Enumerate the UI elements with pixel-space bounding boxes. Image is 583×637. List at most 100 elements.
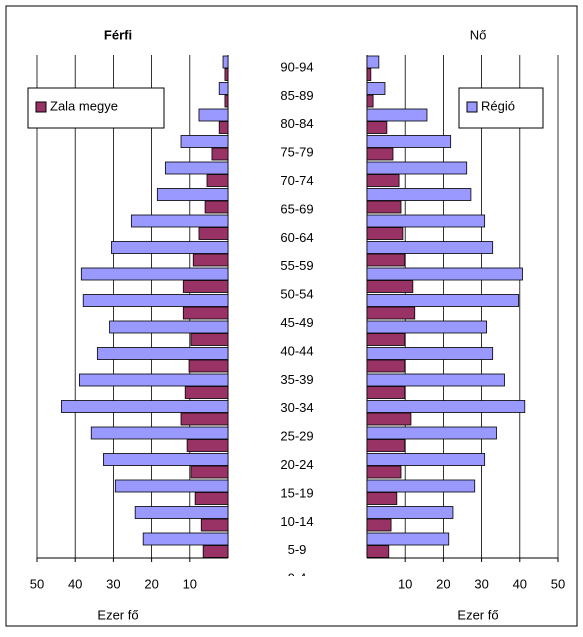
bar (186, 439, 229, 452)
bar (366, 214, 486, 228)
x-tick-label: 50 (30, 576, 44, 591)
bar (366, 68, 372, 81)
bar (204, 200, 229, 214)
bar (366, 108, 428, 122)
bar (194, 492, 229, 505)
category-label: 15-19 (280, 485, 313, 500)
bar (366, 227, 404, 240)
x-tick-label: 40 (513, 576, 527, 591)
bar (366, 386, 406, 399)
category-label: 5-9 (288, 542, 307, 557)
bar (366, 306, 416, 320)
bar (366, 294, 520, 307)
category-label: 20-24 (280, 457, 313, 472)
bar (366, 241, 494, 254)
bar (182, 306, 229, 320)
bar (111, 241, 229, 254)
bar (198, 227, 229, 240)
category-label: 0-4 (288, 571, 307, 586)
legend-label: Régió (481, 98, 515, 113)
category-label: 30-34 (280, 400, 313, 415)
bar (366, 253, 406, 267)
bar (366, 267, 523, 281)
category-label: 50-54 (280, 287, 313, 302)
legend-box (27, 87, 165, 129)
bar (366, 200, 402, 214)
category-label: 65-69 (280, 201, 313, 216)
bar (366, 82, 386, 95)
bar (96, 347, 229, 360)
x-tick-label: 50 (551, 576, 565, 591)
bar (366, 373, 505, 387)
category-label: 75-79 (280, 145, 313, 160)
bar (200, 518, 229, 532)
x-axis-label: Ezer fő (457, 607, 498, 622)
legend-label: Zala megye (50, 98, 118, 113)
category-label: 25-29 (280, 429, 313, 444)
bar (366, 188, 472, 201)
bar (366, 465, 402, 479)
bar (366, 545, 390, 558)
bar (103, 453, 229, 466)
x-tick-label: 10 (183, 576, 197, 591)
category-label: 35-39 (280, 372, 313, 387)
bar (366, 439, 406, 452)
bar (366, 55, 380, 69)
bar (366, 333, 406, 346)
bar (366, 532, 450, 546)
bar (109, 320, 229, 334)
bar (366, 453, 486, 466)
bar (80, 267, 229, 281)
bar (182, 280, 229, 293)
bar (202, 545, 229, 558)
bar (206, 174, 229, 187)
bar (180, 135, 229, 148)
bar (366, 492, 398, 505)
bar (130, 214, 229, 228)
bar (79, 373, 229, 387)
x-tick-label: 20 (436, 576, 450, 591)
x-tick-label: 20 (144, 576, 158, 591)
bar (90, 426, 229, 440)
bar (188, 359, 229, 373)
bar (190, 465, 229, 479)
legend-swatch (35, 101, 47, 113)
bar (218, 82, 229, 95)
bar (366, 426, 497, 440)
bar (134, 506, 229, 519)
category-label: 85-89 (280, 88, 313, 103)
x-tick-label: 30 (474, 576, 488, 591)
bar (156, 188, 229, 201)
bar (366, 518, 392, 532)
bar (366, 161, 468, 175)
bar (190, 333, 229, 346)
category-labels: 90-94 85-89 80-84 75-79 70-74 65-69 60-64 55-59… (280, 59, 313, 586)
bar (366, 479, 476, 493)
bar (184, 386, 229, 399)
x-tick-label: 10 (398, 576, 412, 591)
bar (366, 94, 374, 108)
x-axis-label: Ezer fő (97, 607, 138, 622)
category-label: 40-44 (280, 343, 313, 358)
category-label: 60-64 (280, 230, 313, 245)
bar (366, 280, 414, 293)
category-label: 10-14 (280, 514, 313, 529)
bar (222, 55, 229, 69)
bar (192, 253, 229, 267)
bar (366, 400, 526, 413)
bar (224, 94, 229, 108)
bar (366, 135, 452, 148)
bar (61, 400, 229, 413)
bar (198, 108, 229, 122)
panel-title: Nő (470, 27, 487, 42)
x-tick-label: 40 (68, 576, 82, 591)
bar (164, 161, 229, 175)
bar (366, 359, 406, 373)
legend-swatch (466, 101, 478, 113)
bar (366, 412, 412, 426)
category-label: 80-84 (280, 116, 313, 131)
bar (366, 147, 394, 161)
bar (218, 121, 229, 134)
category-label: 90-94 (280, 59, 313, 74)
category-label: 70-74 (280, 173, 313, 188)
